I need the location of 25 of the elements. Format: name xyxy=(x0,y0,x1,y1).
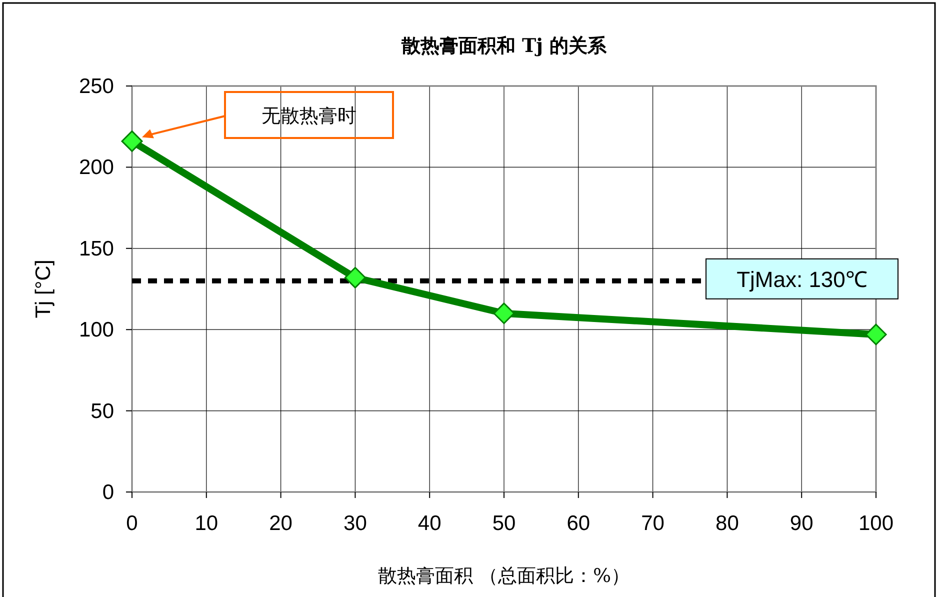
x-tick-label: 100 xyxy=(858,512,894,535)
y-tick-label: 200 xyxy=(78,156,114,180)
y-tick-label: 0 xyxy=(102,481,114,504)
y-tick-label: 50 xyxy=(90,400,114,423)
y-axis-title: Tj [°C] xyxy=(32,260,55,318)
x-tick-label: 70 xyxy=(641,512,664,535)
x-tick-label: 40 xyxy=(418,512,442,535)
x-tick-label: 60 xyxy=(566,512,590,535)
y-tick-label: 150 xyxy=(78,237,114,260)
y-tick-label: 250 xyxy=(78,75,114,98)
x-tick-label: 10 xyxy=(194,512,218,535)
x-tick-label: 90 xyxy=(790,512,814,535)
point xyxy=(493,302,515,324)
ref-line-label: TjMax: 130℃ xyxy=(736,266,868,292)
point xyxy=(121,130,143,152)
x-tick-label: 50 xyxy=(492,512,516,535)
point xyxy=(865,324,887,346)
x-tick-label: 30 xyxy=(344,512,367,535)
chart-title: 散热膏面积和 Tj 的关系 xyxy=(400,35,608,57)
x-tick-label: 80 xyxy=(716,512,739,535)
x-axis-title: 散热膏面积 （总面积比：%） xyxy=(378,565,630,587)
point xyxy=(344,266,366,288)
x-tick-label: 0 xyxy=(126,512,138,535)
y-tick-label: 100 xyxy=(78,318,114,342)
x-tick-label: 20 xyxy=(269,512,292,535)
